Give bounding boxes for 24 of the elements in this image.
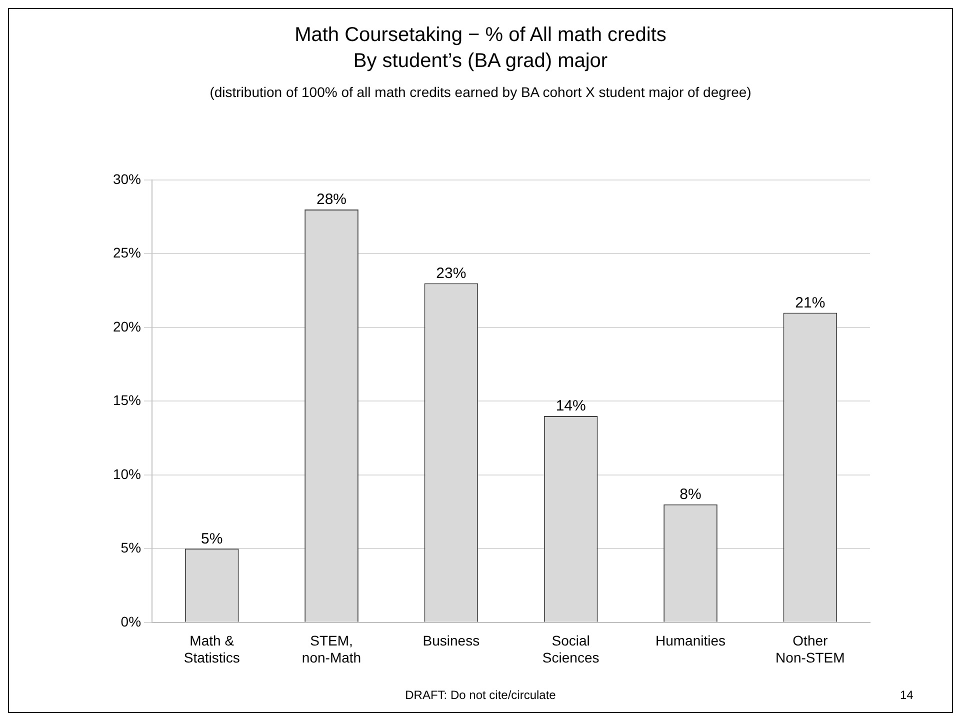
x-tick-label: Humanities	[655, 632, 726, 649]
y-tick-label: 5%	[120, 540, 142, 556]
data-label: 8%	[680, 486, 702, 504]
chart-title: Math Coursetaking − % of All math credits	[294, 24, 668, 47]
data-label: 14%	[556, 398, 586, 415]
y-tick-label: 15%	[112, 392, 142, 408]
y-tick-label: 30%	[112, 170, 142, 187]
data-label: 28%	[316, 191, 347, 208]
x-tick-label: Math & Statistics	[184, 632, 240, 666]
data-label: 21%	[795, 294, 826, 312]
chart-subtitle: By student’s (BA grad) major	[352, 50, 609, 73]
x-tick-label: Business	[422, 632, 480, 649]
text: (distribution of 100% of all math credits earned by BA cohort X student major of degree)	[208, 84, 752, 100]
x-tick-label: Other Non-STEM	[776, 632, 845, 666]
data-label: 5%	[201, 530, 223, 548]
y-tick-label: 25%	[112, 244, 142, 261]
y-tick-label: 10%	[112, 466, 142, 482]
y-tick-label: 20%	[112, 318, 142, 334]
text: DRAFT: Do not cite/circulate	[405, 688, 556, 702]
text: 14	[900, 688, 914, 702]
x-tick-label: STEM, non-Math	[302, 632, 362, 666]
y-tick-label: 0%	[120, 613, 142, 630]
x-tick-label: Social Sciences	[542, 632, 600, 666]
data-label: 23%	[436, 264, 466, 282]
